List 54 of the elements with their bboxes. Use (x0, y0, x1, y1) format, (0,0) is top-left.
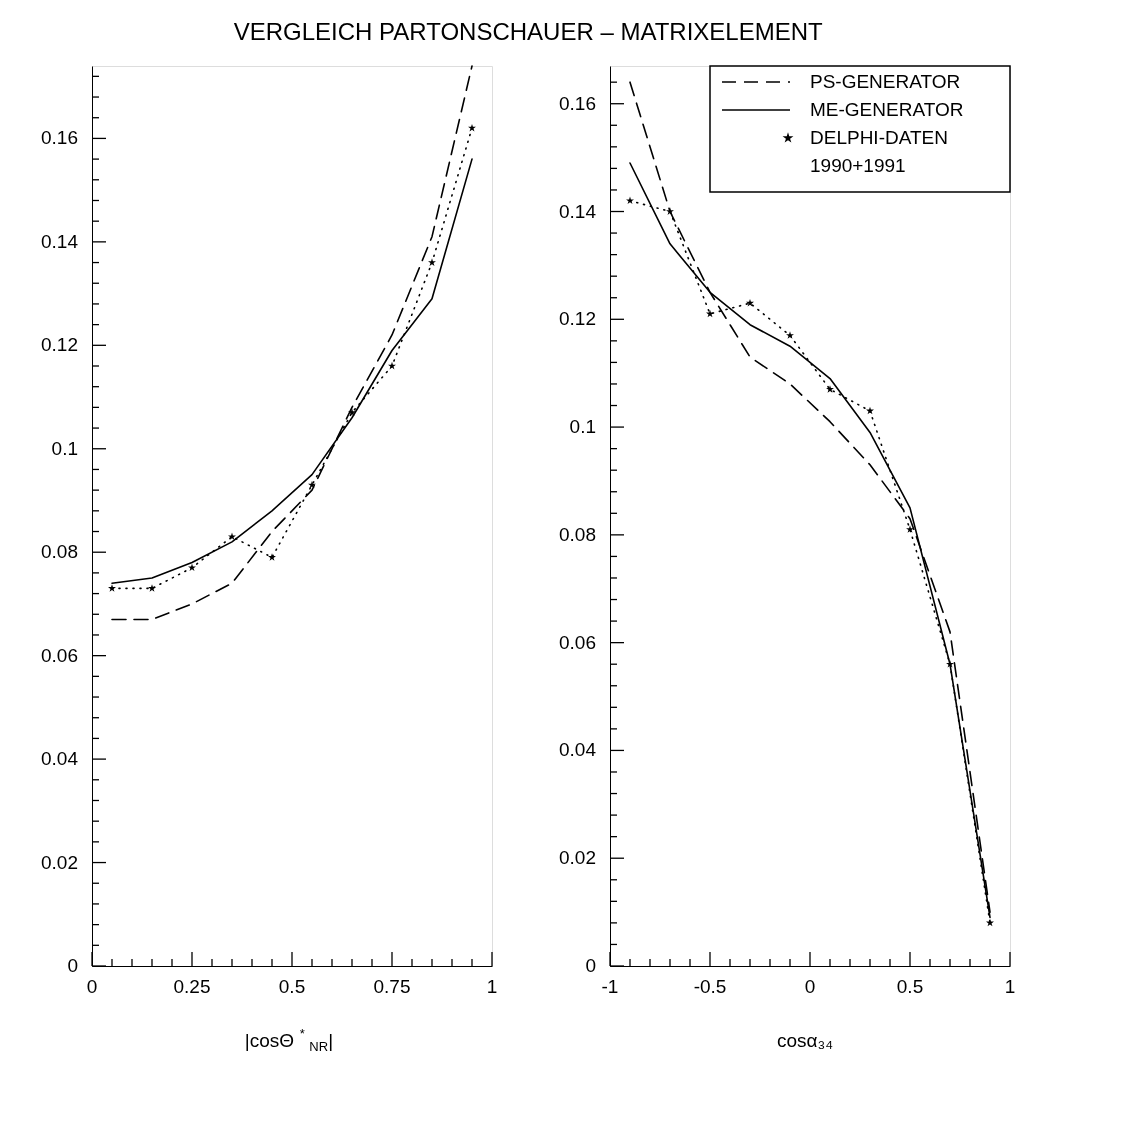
y-tick-label: 0.02 (559, 847, 596, 869)
x-tick-label: 0.75 (373, 976, 411, 997)
x-tick-label: -0.5 (693, 976, 727, 997)
point (108, 584, 116, 592)
y-tick-label: 0.16 (559, 92, 596, 114)
y-tick-label: 0.14 (41, 230, 79, 252)
point (786, 331, 794, 339)
x-tick-label: 0.5 (896, 976, 924, 997)
point (188, 563, 196, 572)
x-tick-label: 0.25 (173, 976, 211, 997)
point (706, 309, 714, 318)
y-tick-label: 0.04 (41, 748, 79, 770)
y-tick-label: 0.08 (41, 541, 78, 563)
x-tick-label: 1 (1004, 976, 1016, 997)
point (746, 298, 754, 307)
legend-label: ME-GENERATOR (810, 99, 964, 120)
line-series (111, 65, 473, 621)
point (388, 361, 396, 370)
x-axis-title: cosα₃₄ (776, 1030, 834, 1051)
y-tick-label: 0 (585, 955, 596, 976)
y-tick-label: 0.16 (41, 127, 78, 149)
x-tick-label: -1 (601, 976, 619, 997)
y-tick-label: 0.12 (559, 308, 596, 330)
legend-label: DELPHI-DATEN 1990+1991 (810, 127, 948, 176)
y-tick-label: 0.02 (41, 851, 78, 873)
x-tick-label: 0 (86, 976, 98, 997)
point (468, 123, 476, 132)
point (626, 196, 634, 205)
y-tick-label: 0.14 (559, 200, 597, 222)
point (826, 385, 834, 393)
point (308, 480, 316, 489)
y-tick-label: 0.1 (51, 437, 78, 459)
x-tick-label: 0.5 (278, 976, 306, 997)
legend-label: PS-GENERATOR (810, 71, 961, 92)
y-tick-label: 0.06 (41, 644, 78, 666)
y-tick-label: 0.08 (559, 523, 596, 545)
point (268, 553, 276, 561)
point (228, 532, 236, 541)
y-tick-label: 0.06 (559, 631, 596, 653)
y-tick-label: 0.04 (559, 739, 597, 761)
point (148, 584, 156, 592)
point (986, 918, 994, 927)
chart-title: VERGLEICH PARTONSCHAUER – MATRIXELEMENT (233, 17, 823, 45)
x-tick-label: 0 (804, 976, 816, 997)
point (666, 207, 674, 215)
point (348, 408, 356, 416)
point (866, 406, 874, 415)
point (946, 660, 954, 668)
point (428, 258, 436, 266)
point (906, 525, 914, 533)
x-tick-label: 1 (486, 976, 498, 997)
y-tick-label: 0.12 (41, 334, 78, 356)
y-tick-label: 0.1 (569, 416, 596, 438)
y-tick-label: 0 (67, 955, 78, 976)
